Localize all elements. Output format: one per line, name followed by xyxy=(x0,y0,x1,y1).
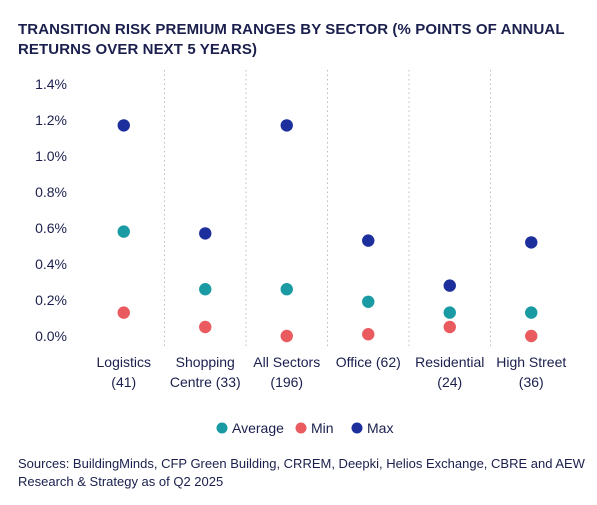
point-average-4 xyxy=(443,306,456,319)
legend: Average Min Max xyxy=(216,420,393,436)
point-max-3 xyxy=(362,234,375,247)
legend-marker-min xyxy=(295,422,307,434)
data-points xyxy=(117,119,538,343)
chart-title: TRANSITION RISK PREMIUM RANGES BY SECTOR… xyxy=(18,21,565,58)
y-tick-label: 0.2% xyxy=(35,292,67,308)
y-tick-label: 1.4% xyxy=(35,76,67,92)
legend-marker-average xyxy=(216,422,228,434)
point-max-1 xyxy=(199,227,212,240)
category-label-2: All Sectors (196) xyxy=(253,354,320,390)
legend-label-average: Average xyxy=(232,420,284,436)
legend-marker-max xyxy=(351,422,363,434)
category-label-3: Office (62) xyxy=(336,354,401,370)
point-average-3 xyxy=(362,295,375,308)
category-label-1: Shopping Centre (33) xyxy=(170,354,241,390)
y-tick-label: 0.0% xyxy=(35,328,67,344)
x-axis-categories: Logistics (41) Shopping Centre (33) All Sect… xyxy=(97,354,567,390)
point-min-1 xyxy=(199,320,212,334)
y-axis-ticks: 0.0% 0.2% 0.4% 0.6% 0.8% 1.0% 1.2% 1.4% xyxy=(35,76,67,344)
category-label-4: Residential (24) xyxy=(415,354,484,390)
grid-lines xyxy=(164,70,491,346)
point-min-5 xyxy=(525,329,538,343)
point-min-3 xyxy=(362,328,375,341)
point-average-0 xyxy=(117,225,130,238)
y-tick-label: 0.6% xyxy=(35,220,67,236)
y-tick-label: 0.4% xyxy=(35,256,67,272)
point-average-5 xyxy=(525,306,538,319)
legend-label-min: Min xyxy=(311,420,334,436)
point-max-4 xyxy=(443,279,456,292)
y-tick-label: 0.8% xyxy=(35,184,67,200)
point-max-0 xyxy=(117,119,130,132)
point-average-1 xyxy=(199,283,212,296)
point-min-4 xyxy=(443,320,456,334)
legend-label-max: Max xyxy=(367,420,393,436)
point-min-2 xyxy=(280,329,293,343)
category-label-0: Logistics (41) xyxy=(97,354,151,390)
y-tick-label: 1.2% xyxy=(35,112,67,128)
category-label-5: High Street (36) xyxy=(496,354,566,390)
point-max-5 xyxy=(525,236,538,249)
point-average-2 xyxy=(280,283,293,296)
y-tick-label: 1.0% xyxy=(35,148,67,164)
point-min-0 xyxy=(117,306,130,319)
point-max-2 xyxy=(280,119,293,132)
source-note: Sources: BuildingMinds, CFP Green Buildi… xyxy=(18,456,585,489)
